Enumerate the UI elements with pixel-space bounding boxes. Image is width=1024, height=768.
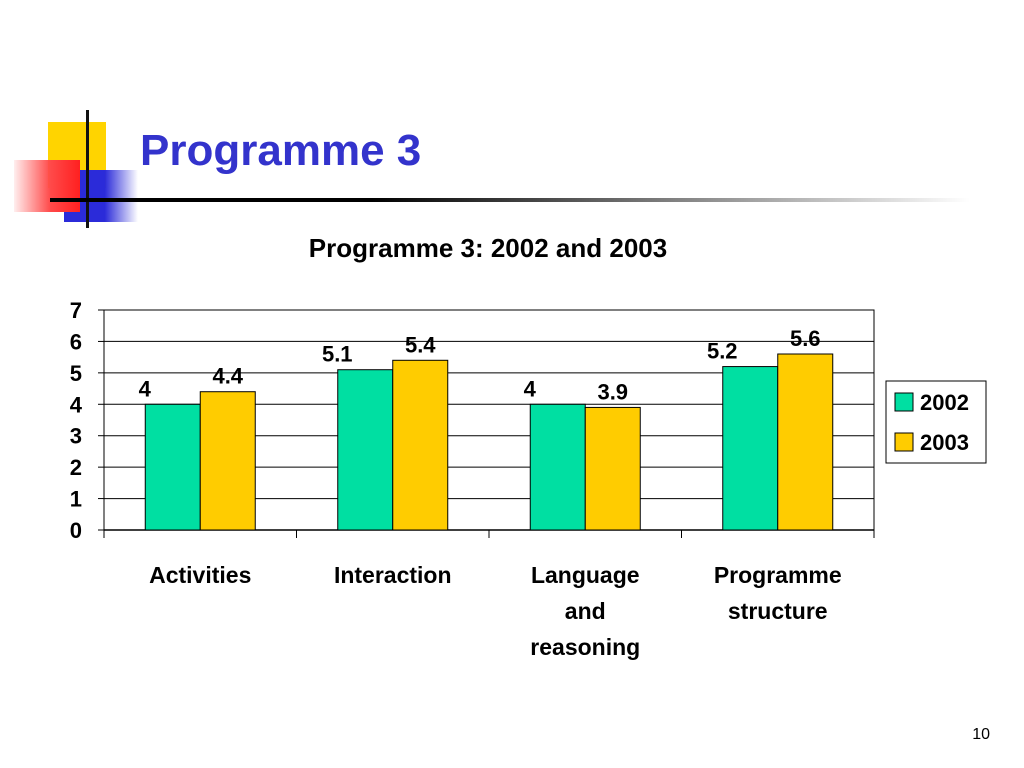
bar-2002 [529,403,586,531]
data-label: 5.6 [790,326,821,351]
x-category-label: Language [531,562,640,588]
y-tick-label: 3 [70,424,82,449]
data-label: 4 [139,376,152,401]
bar-2003 [584,406,641,531]
bar-2003 [199,391,256,531]
slide-title: Programme 3 [140,126,422,175]
y-tick-label: 5 [70,361,82,386]
bar-2002 [144,403,201,531]
y-tick-label: 1 [70,487,82,512]
bar-2002 [337,369,394,531]
legend-swatch-2003 [894,432,914,452]
data-label: 5.4 [405,332,436,357]
bar-2003 [392,359,449,531]
y-tick-label: 2 [70,455,82,480]
data-label: 5.1 [322,342,353,367]
legend-label-2003: 2003 [920,430,969,455]
y-tick-label: 6 [70,329,82,354]
x-category-label: and [565,598,606,624]
decor-vertical-line [86,110,89,228]
x-category-label: Interaction [334,562,452,588]
x-category-label: Programme [714,562,842,588]
legend-swatch-2002 [894,392,914,412]
bar-2002 [722,366,779,531]
title-underline [50,198,970,202]
y-tick-label: 0 [70,518,82,543]
data-label: 3.9 [597,379,628,404]
data-label: 4.4 [212,364,243,389]
bar-2003 [777,353,834,531]
data-label: 5.2 [707,339,738,364]
data-label: 4 [524,376,537,401]
x-category-label: reasoning [530,634,640,660]
decor-red-square [14,160,80,212]
y-tick-label: 4 [70,392,83,417]
x-category-label: structure [728,598,828,624]
x-category-label: Activities [149,562,251,588]
y-tick-label: 7 [70,298,82,323]
legend-label-2002: 2002 [920,390,969,415]
chart-title: Programme 3: 2002 and 2003 [309,233,667,263]
page-number: 10 [972,726,990,743]
